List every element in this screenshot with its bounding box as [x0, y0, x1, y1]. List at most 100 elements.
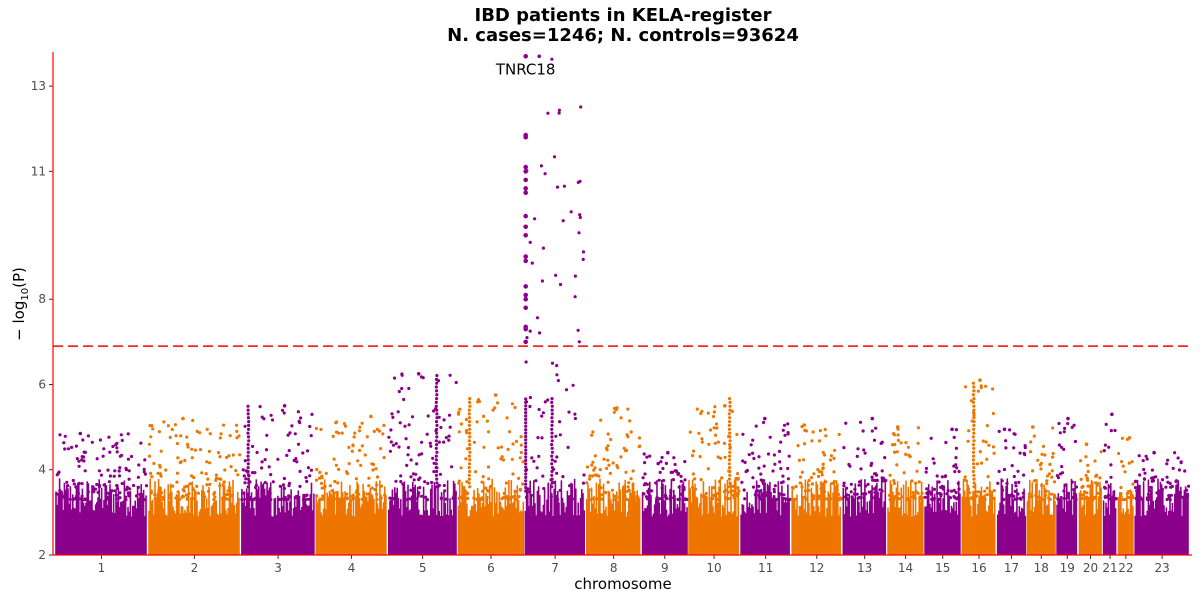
- x-tick-label: 17: [1004, 561, 1019, 575]
- snp-peak-column-point: [524, 407, 528, 411]
- snp-point: [319, 497, 323, 501]
- snp-point: [389, 440, 393, 444]
- snp-point: [588, 474, 592, 478]
- snp-point: [83, 450, 87, 454]
- snp-point: [821, 462, 825, 466]
- snp-peak-point: [615, 406, 619, 410]
- snp-point: [812, 472, 816, 476]
- snp-point: [80, 494, 84, 498]
- snp-point: [954, 446, 959, 450]
- snp-peak-column-point: [972, 404, 976, 408]
- snp-peak-column-point: [524, 479, 528, 483]
- snp-point: [337, 431, 341, 435]
- snp-peak-column-point: [524, 414, 528, 418]
- snp-point: [369, 493, 373, 497]
- snp-point: [1073, 439, 1077, 444]
- snp-point: [1006, 494, 1010, 499]
- snp-peak-column-point: [524, 465, 528, 469]
- snp-peak-column-point: [972, 420, 976, 424]
- snp-point: [693, 487, 698, 491]
- snp-point: [818, 494, 822, 498]
- snp-point: [244, 477, 248, 481]
- snp-point: [227, 454, 231, 458]
- snp-point: [616, 466, 620, 470]
- snp-peak-column-point: [728, 443, 732, 447]
- snp-point: [280, 408, 285, 412]
- snp-peak-column-point: [246, 462, 250, 466]
- snp-peak-column-point: [468, 435, 472, 439]
- snp-point: [1150, 468, 1154, 472]
- snp-point: [881, 479, 885, 483]
- snp-point: [1160, 487, 1164, 491]
- significant-snp-point: [523, 132, 528, 138]
- snp-point: [1146, 492, 1151, 496]
- snp-peak-column-point: [727, 397, 732, 401]
- snp-point: [532, 459, 536, 463]
- snp-point: [314, 478, 319, 482]
- snp-point: [1072, 488, 1076, 492]
- snp-point: [1141, 459, 1145, 463]
- snp-point: [411, 496, 415, 500]
- snp-point: [590, 433, 594, 437]
- snp-point: [1031, 469, 1035, 473]
- snp-point: [1063, 426, 1067, 430]
- snp-point: [150, 475, 154, 479]
- snp-point: [77, 464, 81, 468]
- snp-point: [1109, 463, 1113, 467]
- snp-point: [278, 484, 282, 488]
- snp-peak-column-point: [728, 416, 732, 420]
- snp-point: [518, 456, 522, 460]
- snp-point: [365, 492, 369, 496]
- snp-point: [243, 424, 247, 428]
- snp-point: [730, 409, 735, 413]
- snp-point: [606, 458, 610, 462]
- snp-peak-column-point: [550, 443, 554, 447]
- snp-point: [778, 460, 782, 464]
- snp-point: [722, 441, 727, 445]
- snp-point: [108, 474, 112, 478]
- snp-point: [183, 485, 187, 489]
- snp-peak-column-point: [434, 466, 438, 470]
- snp-point: [539, 164, 544, 168]
- snp-point: [717, 498, 722, 502]
- snp-point: [1079, 477, 1083, 481]
- snp-point: [339, 498, 343, 502]
- snp-point: [642, 452, 646, 456]
- snp-point: [350, 449, 354, 453]
- snp-point: [664, 461, 669, 465]
- snp-point: [546, 398, 550, 402]
- snp-point: [963, 385, 968, 389]
- snp-point: [1062, 430, 1066, 434]
- snp-point: [393, 376, 397, 380]
- snp-point: [183, 458, 187, 463]
- snp-point: [688, 430, 692, 434]
- snp-peak-column-point: [550, 416, 554, 420]
- snp-point: [195, 484, 199, 488]
- snp-point: [319, 481, 324, 485]
- snp-point: [401, 482, 405, 486]
- snp-point: [208, 461, 212, 465]
- snp-point: [572, 497, 577, 501]
- snp-point: [892, 481, 897, 485]
- snp-point: [698, 455, 702, 459]
- snp-point: [811, 430, 815, 434]
- snp-peak-column-point: [971, 393, 976, 397]
- snp-peak-column-point: [550, 473, 554, 477]
- snp-point: [715, 492, 719, 496]
- snp-peak-column-point: [434, 400, 438, 404]
- snp-point: [751, 438, 755, 442]
- snp-point: [823, 453, 827, 457]
- snp-point: [1174, 479, 1178, 484]
- snp-point: [1113, 428, 1117, 433]
- snp-point: [786, 477, 791, 481]
- snp-point: [120, 438, 124, 442]
- snp-point: [757, 495, 762, 500]
- snp-point: [299, 416, 303, 420]
- snp-point: [862, 448, 866, 452]
- snp-point: [828, 458, 833, 462]
- snp-point: [819, 482, 823, 486]
- snp-point: [606, 444, 610, 448]
- snp-peak-column-point: [972, 385, 976, 389]
- snp-point: [1045, 482, 1049, 486]
- snp-point: [670, 470, 675, 474]
